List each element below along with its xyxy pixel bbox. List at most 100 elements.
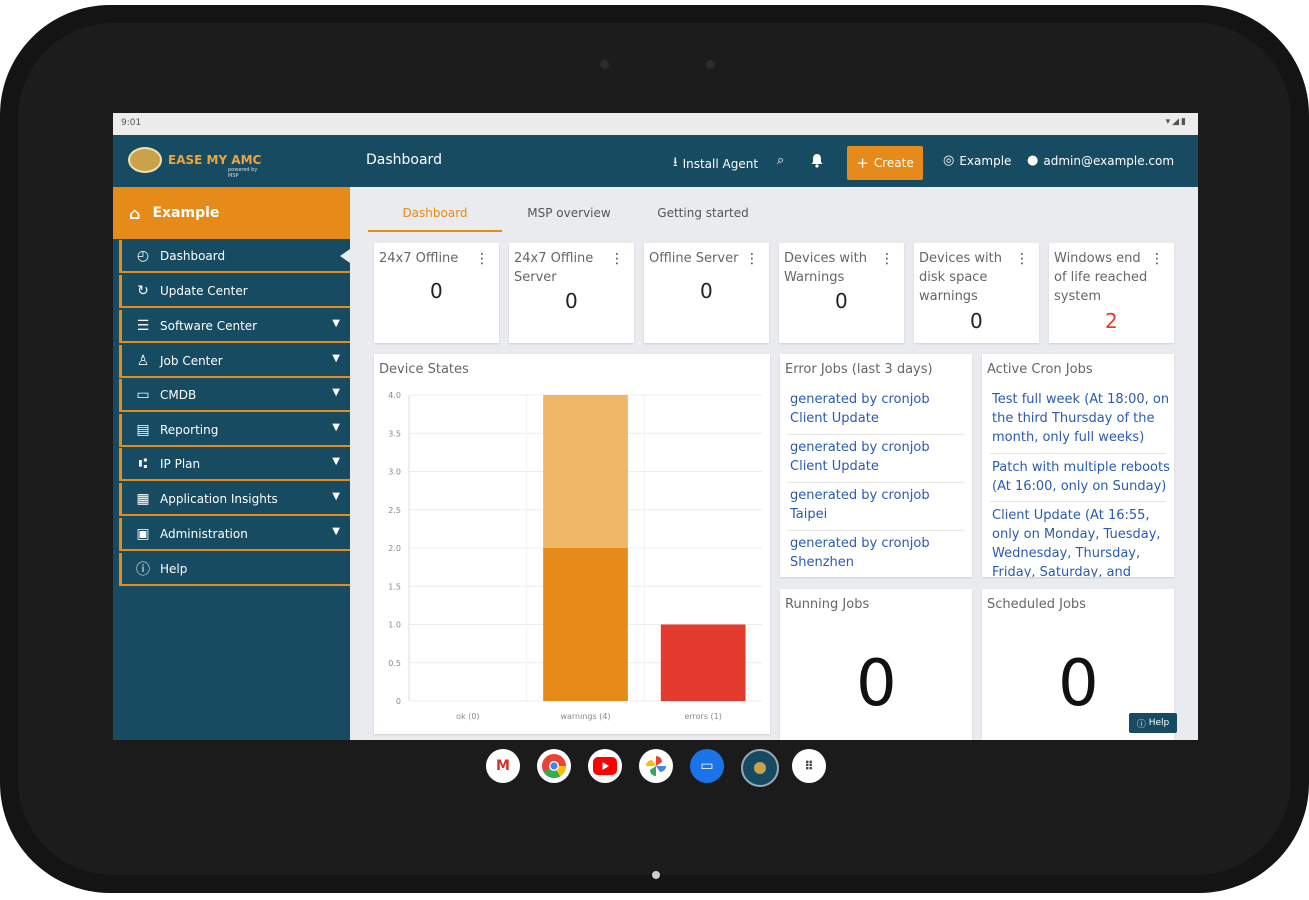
stat-card-title: Devices with Warnings	[784, 251, 867, 285]
youtube-logo	[593, 757, 617, 775]
stat-card-offline-server[interactable]: Offline Server ⋮ 0	[644, 243, 769, 343]
plus-icon: +	[856, 154, 869, 172]
error-job-item[interactable]: generated by cronjob Taipei	[790, 488, 930, 522]
chevron-down-icon: ▼	[332, 526, 340, 537]
scheduled-jobs-count: 0	[1058, 647, 1099, 721]
report-icon: ▤	[136, 421, 150, 438]
stat-card-24x7-offline[interactable]: 24x7 Offline ⋮ 0	[374, 243, 499, 343]
chevron-down-icon: ▼	[332, 456, 340, 467]
stat-card-disk-space-warnings[interactable]: Devices with disk space warnings ⋮ 0	[914, 243, 1039, 343]
notifications-button[interactable]	[810, 153, 824, 168]
bar-warnings-lower	[543, 548, 628, 701]
user-menu[interactable]: ● admin@example.com	[1027, 153, 1174, 168]
more-vert-icon[interactable]: ⋮	[745, 251, 759, 267]
sidebar-item-label: Help	[160, 561, 188, 576]
easemyamc-icon[interactable]	[741, 749, 779, 787]
stat-card-devices-with-warnings[interactable]: Devices with Warnings ⋮ 0	[779, 243, 904, 343]
chevron-down-icon: ▼	[332, 318, 340, 329]
y-tick-label: 0.5	[388, 659, 401, 668]
running-jobs-card: Running Jobs 0	[780, 589, 972, 740]
device-states-chart: 0 0.5 1.0 1.5 2.0 2.5 3.0 3.5 4.0 ok (0) warnings …	[388, 391, 762, 721]
tenant-label: Example	[959, 153, 1012, 168]
sidebar-item-administration[interactable]: ▣ Administration ▼	[119, 518, 350, 551]
more-vert-icon[interactable]: ⋮	[1015, 251, 1029, 267]
x-tick-label: ok (0)	[456, 712, 479, 721]
app-logo[interactable]: EASE MY AMC powered by MSP	[128, 147, 262, 179]
sidebar-item-ip-plan[interactable]: ⑆ IP Plan ▼	[119, 448, 350, 481]
sidebar-item-label: Update Center	[160, 283, 248, 298]
gauge-icon: ◴	[136, 247, 150, 264]
stat-card-24x7-offline-server[interactable]: 24x7 Offline Server ⋮ 0	[509, 243, 634, 343]
youtube-icon[interactable]	[588, 749, 622, 783]
sidebar-item-update-center[interactable]: ↻ Update Center	[119, 275, 350, 308]
stat-card-value: 0	[970, 309, 983, 333]
download-icon: ⭳	[673, 155, 678, 170]
sidebar-item-label: Software Center	[160, 318, 258, 333]
more-vert-icon[interactable]: ⋮	[610, 251, 624, 267]
help-button[interactable]: ⓘ Help	[1129, 713, 1177, 733]
sidebar-item-cmdb[interactable]: ▭ CMDB ▼	[119, 379, 350, 412]
user-email: admin@example.com	[1043, 153, 1175, 168]
x-tick-label: errors (1)	[684, 712, 721, 721]
tenant-selector[interactable]: ◎ Example	[943, 153, 1011, 168]
logo-text: EASE MY AMC	[168, 153, 262, 167]
y-tick-label: 2.5	[388, 506, 401, 515]
install-agent-label: Install Agent	[682, 157, 759, 171]
stat-card-windows-eol[interactable]: Windows end of life reached system ⋮ 2	[1049, 243, 1174, 343]
sidebar-item-reporting[interactable]: ▤ Reporting ▼	[119, 414, 350, 447]
tab-msp-overview[interactable]: MSP overview	[527, 206, 611, 220]
stat-card-title: Windows end of life reached system	[1054, 251, 1148, 304]
sidebar-item-software-center[interactable]: ☰ Software Center ▼	[119, 310, 350, 343]
tab-dashboard[interactable]: Dashboard	[368, 206, 502, 232]
sidebar: ⌂ Example ◴ Dashboard ↻ Update Center ☰ …	[113, 187, 350, 740]
error-job-item[interactable]: generated by cronjob Shenzhen	[790, 536, 930, 570]
chrome-logo	[542, 754, 566, 779]
error-jobs-title: Error Jobs (last 3 days)	[785, 362, 933, 377]
more-vert-icon[interactable]: ⋮	[475, 251, 489, 267]
sidebar-item-label: Job Center	[160, 353, 223, 368]
sidebar-item-application-insights[interactable]: ▦ Application Insights ▼	[119, 483, 350, 516]
stat-card-value: 2	[1105, 309, 1118, 333]
sidebar-item-label: Administration	[160, 526, 248, 541]
search-button[interactable]: ⌕	[777, 153, 789, 168]
page-title: Dashboard	[366, 152, 442, 168]
logo-subtext: powered by MSP	[228, 167, 258, 179]
divider	[990, 453, 1166, 454]
photos-logo	[646, 756, 666, 776]
sidebar-item-job-center[interactable]: ♙ Job Center ▼	[119, 345, 350, 378]
chrome-icon[interactable]	[537, 749, 571, 783]
status-bar: 9:01 ▾◢▮	[113, 113, 1198, 135]
sidebar-tenant-home[interactable]: ⌂ Example	[113, 187, 350, 239]
camera-dot	[706, 60, 715, 69]
cron-job-item[interactable]: Patch with multiple reboots (At 16:00, o…	[992, 460, 1170, 494]
create-label: Create	[873, 156, 914, 170]
chevron-down-icon: ▼	[332, 387, 340, 398]
error-job-item[interactable]: generated by cronjob Client Update	[790, 392, 930, 426]
more-vert-icon[interactable]: ⋮	[1150, 251, 1164, 267]
monitor-icon: ▭	[136, 386, 150, 403]
help-button-label: Help	[1148, 718, 1170, 728]
y-tick-label: 2.0	[388, 544, 401, 553]
cron-job-item[interactable]: Client Update (At 16:55, only on Monday,…	[992, 508, 1161, 577]
install-agent-button[interactable]: ⭳ Install Agent	[673, 153, 758, 175]
sidebar-item-help[interactable]: ⓘ Help	[119, 553, 350, 586]
apps-icon[interactable]: ⠿	[792, 749, 826, 783]
divider	[788, 530, 964, 531]
tab-getting-started[interactable]: Getting started	[657, 206, 749, 220]
sidebar-item-label: CMDB	[160, 387, 197, 402]
cron-job-item[interactable]: Test full week (At 18:00, on the third T…	[992, 392, 1170, 445]
sidebar-item-dashboard[interactable]: ◴ Dashboard	[119, 240, 350, 273]
globe-icon: ◎	[943, 153, 955, 168]
error-job-item[interactable]: generated by cronjob Client Update	[790, 440, 930, 474]
chevron-down-icon: ▼	[332, 491, 340, 502]
stat-card-title: 24x7 Offline Server	[514, 251, 594, 285]
photos-icon[interactable]	[639, 749, 673, 783]
more-vert-icon[interactable]: ⋮	[880, 251, 894, 267]
create-button[interactable]: + Create	[847, 146, 923, 180]
help-icon: ⓘ	[136, 561, 150, 578]
messages-icon[interactable]: ▭	[690, 749, 724, 783]
gmail-icon[interactable]: M	[486, 749, 520, 783]
bar-warnings-upper	[543, 395, 628, 548]
sidebar-item-label: IP Plan	[160, 456, 201, 471]
stat-card-title: 24x7 Offline	[379, 251, 459, 266]
